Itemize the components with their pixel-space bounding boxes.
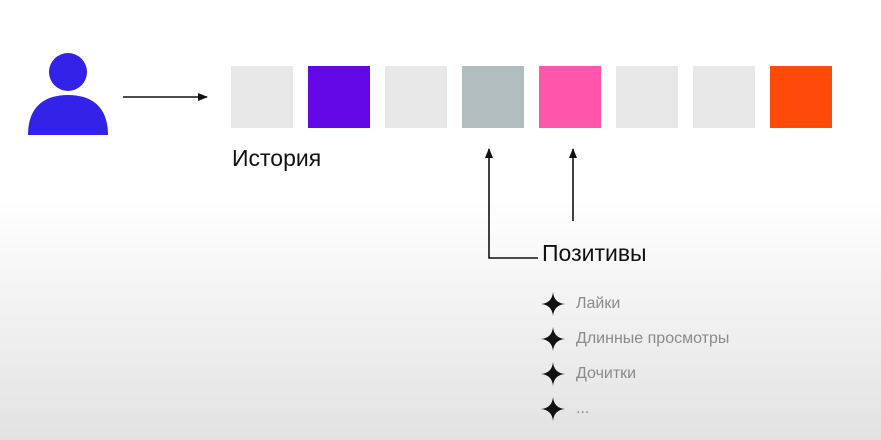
list-item: Длинные просмотры [540, 321, 729, 356]
positives-label: Позитивы [542, 240, 647, 266]
list-item-label: Длинные просмотры [576, 329, 730, 347]
star-icon [541, 326, 565, 351]
history-item [308, 66, 370, 128]
history-item [462, 66, 524, 128]
user-icon [28, 53, 108, 135]
star-icon [541, 361, 565, 386]
history-item [385, 66, 447, 128]
list-item-label: Лайки [576, 294, 621, 312]
list-item: ... [540, 391, 729, 426]
history-item [231, 66, 293, 128]
star-icon [541, 396, 565, 421]
list-item-label: ... [576, 399, 590, 417]
history-item [616, 66, 678, 128]
history-label: История [232, 145, 322, 171]
history-item [693, 66, 755, 128]
positives-list: Лайки Длинные просмотры Дочитки ... [540, 286, 729, 426]
list-item: Лайки [540, 286, 729, 321]
star-icon [541, 291, 565, 316]
history-item [539, 66, 601, 128]
list-item-label: Дочитки [576, 364, 637, 382]
history-item [770, 66, 832, 128]
positive-arrow-1 [485, 148, 538, 259]
list-item: Дочитки [540, 356, 729, 391]
